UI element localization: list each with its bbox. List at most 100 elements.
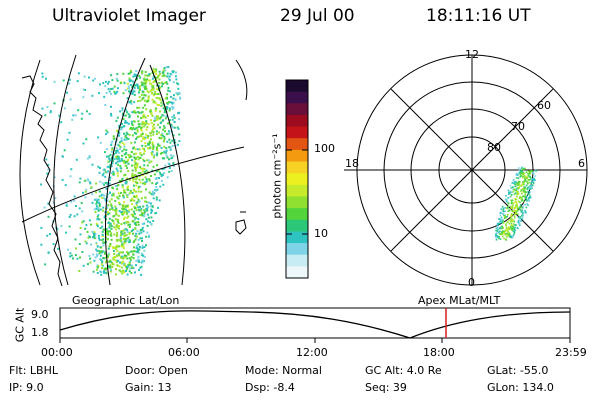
emission-pixel bbox=[148, 147, 151, 150]
emission-pixel bbox=[100, 250, 103, 253]
emission-pixel bbox=[150, 152, 153, 155]
emission-pixel bbox=[134, 228, 137, 230]
emission-pixel bbox=[516, 193, 518, 196]
emission-pixel bbox=[84, 190, 87, 193]
emission-pixel bbox=[128, 209, 131, 212]
emission-pixel bbox=[138, 85, 141, 88]
emission-pixel bbox=[126, 239, 129, 242]
emission-pixel bbox=[93, 234, 96, 237]
emission-pixel bbox=[505, 232, 508, 235]
emission-pixel bbox=[162, 103, 165, 106]
emission-pixel bbox=[517, 219, 520, 222]
emission-pixel bbox=[139, 166, 142, 169]
emission-pixel bbox=[141, 237, 143, 240]
emission-pixel bbox=[147, 99, 150, 102]
emission-pixel bbox=[500, 228, 502, 230]
emission-pixel bbox=[104, 271, 107, 274]
emission-pixel bbox=[179, 96, 181, 99]
emission-pixel bbox=[126, 160, 129, 163]
emission-pixel bbox=[127, 137, 130, 140]
emission-pixel bbox=[96, 271, 99, 274]
emission-pixel bbox=[129, 264, 132, 267]
emission-pixel bbox=[123, 231, 126, 234]
emission-pixel bbox=[142, 122, 145, 125]
emission-pixel bbox=[109, 260, 112, 263]
emission-pixel bbox=[116, 116, 119, 119]
emission-pixel bbox=[133, 131, 136, 134]
emission-pixel bbox=[526, 195, 528, 198]
emission-pixel bbox=[117, 214, 120, 217]
emission-pixel bbox=[505, 223, 507, 225]
emission-pixel bbox=[138, 185, 140, 188]
emission-pixel bbox=[171, 116, 174, 118]
emission-pixel bbox=[115, 77, 118, 80]
emission-pixel bbox=[132, 180, 135, 183]
emission-pixel bbox=[504, 215, 506, 217]
emission-pixel bbox=[523, 200, 525, 203]
emission-pixel bbox=[116, 218, 119, 221]
emission-pixel bbox=[501, 206, 504, 209]
emission-pixel bbox=[522, 183, 524, 185]
emission-pixel bbox=[97, 165, 100, 168]
emission-pixel bbox=[516, 190, 518, 193]
date-label: 29 Jul 00 bbox=[280, 6, 355, 26]
emission-pixel bbox=[170, 125, 173, 128]
emission-pixel bbox=[140, 154, 143, 157]
emission-pixel bbox=[133, 110, 136, 112]
emission-pixel bbox=[122, 245, 125, 248]
emission-pixel bbox=[143, 168, 146, 171]
emission-pixel bbox=[521, 188, 524, 190]
emission-pixel bbox=[102, 82, 105, 85]
emission-pixel bbox=[95, 182, 97, 185]
emission-pixel bbox=[156, 188, 159, 191]
emission-pixel bbox=[96, 223, 99, 226]
emission-pixel bbox=[135, 178, 138, 181]
emission-pixel bbox=[526, 188, 529, 190]
emission-pixel bbox=[160, 175, 163, 177]
emission-pixel bbox=[125, 237, 128, 240]
emission-pixel bbox=[138, 88, 141, 91]
emission-pixel bbox=[168, 90, 171, 93]
lon-line bbox=[235, 59, 248, 101]
emission-pixel bbox=[519, 175, 522, 178]
emission-pixel bbox=[122, 118, 125, 121]
emission-pixel bbox=[148, 140, 151, 143]
emission-pixel bbox=[126, 209, 128, 212]
emission-pixel bbox=[131, 266, 134, 269]
emission-pixel bbox=[162, 128, 165, 131]
emission-pixel bbox=[159, 185, 162, 188]
emission-pixel bbox=[156, 88, 159, 91]
emission-pixel bbox=[506, 221, 508, 224]
emission-pixel bbox=[518, 197, 521, 199]
emission-pixel bbox=[124, 161, 127, 164]
emission-pixel bbox=[111, 147, 114, 150]
emission-pixel bbox=[176, 126, 179, 129]
emission-pixel bbox=[129, 239, 131, 242]
emission-pixel bbox=[103, 151, 106, 154]
emission-pixel bbox=[124, 114, 127, 117]
emission-pixel bbox=[154, 80, 157, 83]
emission-pixel bbox=[85, 242, 88, 245]
emission-pixel bbox=[532, 172, 534, 174]
emission-pixel bbox=[71, 118, 74, 121]
emission-pixel bbox=[499, 238, 502, 240]
emission-pixel bbox=[111, 148, 113, 151]
emission-pixel bbox=[142, 260, 145, 263]
emission-pixel bbox=[514, 185, 517, 188]
emission-pixel bbox=[136, 83, 139, 86]
emission-pixel bbox=[126, 121, 128, 124]
emission-pixel bbox=[116, 249, 119, 252]
emission-pixel bbox=[179, 97, 182, 100]
emission-pixel bbox=[177, 83, 180, 86]
emission-pixel bbox=[521, 168, 524, 170]
emission-pixel bbox=[113, 247, 116, 249]
emission-pixel bbox=[134, 271, 136, 274]
emission-pixel bbox=[146, 224, 149, 227]
emission-pixel bbox=[143, 164, 146, 167]
emission-pixel bbox=[119, 251, 121, 254]
emission-pixel bbox=[517, 174, 519, 176]
colorbar-cell bbox=[286, 138, 308, 151]
emission-pixel bbox=[141, 240, 143, 242]
emission-pixel bbox=[127, 122, 130, 125]
emission-pixel bbox=[95, 268, 98, 271]
